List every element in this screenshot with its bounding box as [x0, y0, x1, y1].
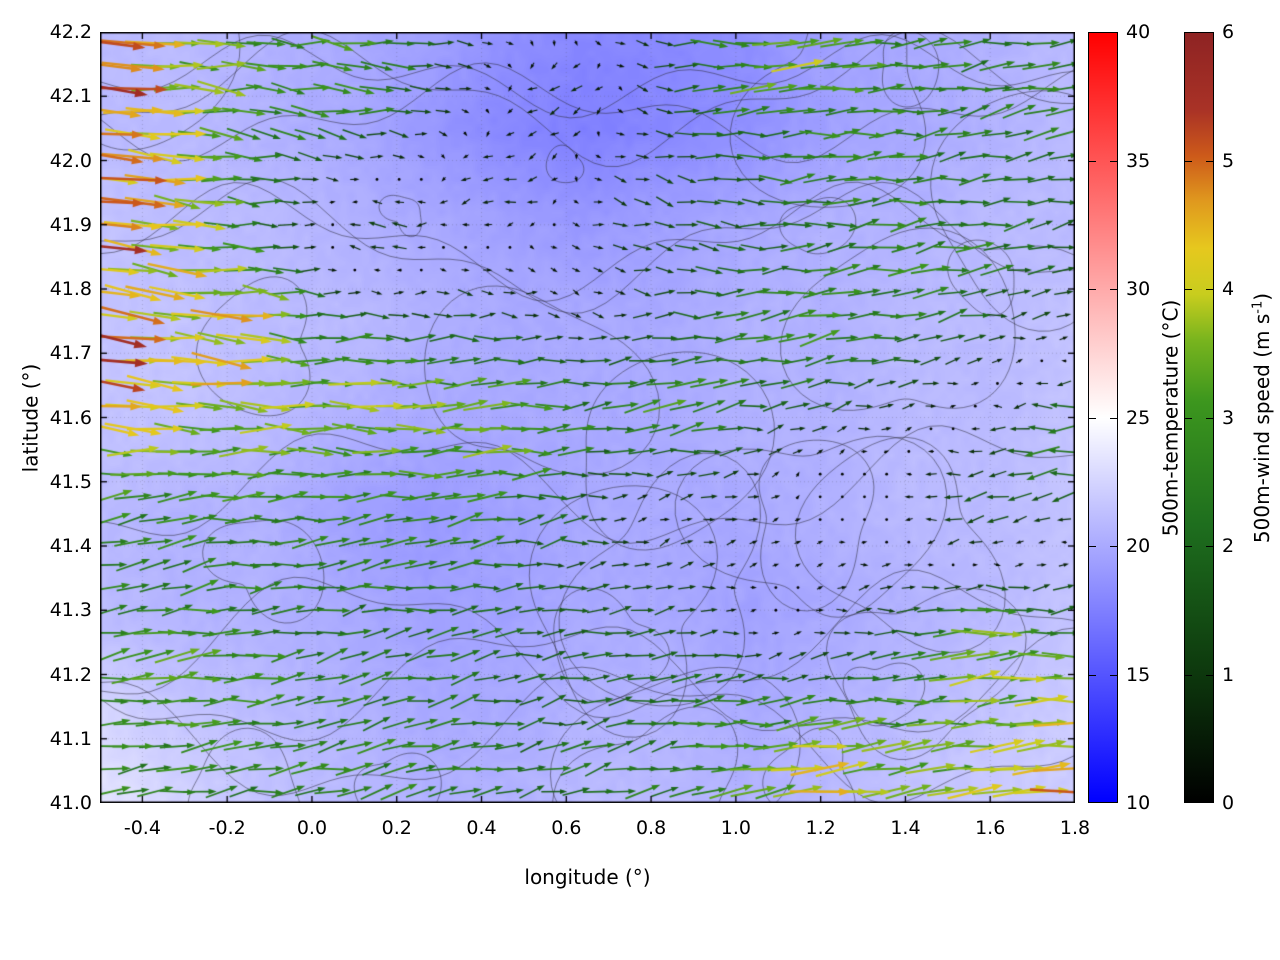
x-axis-label: longitude (°) — [524, 865, 651, 889]
y-tick-label: 41.3 — [49, 599, 92, 622]
colorbar-tick-mark — [1110, 289, 1117, 290]
windspeed-colorbar-label: 500m-wind speed (m s-1) — [1245, 32, 1274, 803]
colorbar-tick-label: 10 — [1126, 792, 1151, 814]
x-tick-label: 1.0 — [720, 817, 751, 839]
windspeed-label-superscript: -1 — [1250, 300, 1265, 314]
colorbar-tick-mark — [1185, 546, 1192, 547]
colorbar-tick-mark — [1110, 674, 1117, 676]
colorbar-tick-label: 35 — [1126, 149, 1151, 172]
colorbar-tick-label: 15 — [1126, 663, 1151, 686]
y-tick-label: 41.1 — [49, 727, 92, 750]
colorbar-tick-mark — [1206, 289, 1213, 290]
temperature-colorbar-label: 500m-temperature (°C) — [1158, 299, 1182, 536]
windspeed-label-prefix: 500m-wind speed (m s — [1249, 313, 1274, 543]
plot-canvas — [100, 32, 1075, 803]
colorbar-tick-mark — [1185, 417, 1192, 419]
x-tick-label: 1.8 — [1059, 817, 1091, 839]
y-tick-label: 41.7 — [49, 342, 92, 365]
y-axis-label: latitude (°) — [18, 363, 42, 472]
y-tick-label: 41.5 — [49, 470, 92, 493]
colorbar-tick-mark — [1206, 160, 1213, 162]
colorbar-tick-mark — [1206, 674, 1213, 676]
colorbar-tick-label: 20 — [1126, 535, 1151, 557]
x-tick-label: 0.4 — [466, 817, 497, 839]
y-tick-label: 42.0 — [49, 149, 92, 172]
colorbar-tick-mark — [1089, 417, 1096, 419]
colorbar-tick-label: 4 — [1222, 278, 1235, 300]
colorbar-tick-label: 0 — [1222, 792, 1235, 814]
y-tick-label: 41.8 — [49, 278, 92, 300]
colorbar-tick-mark — [1206, 417, 1213, 419]
colorbar-tick-mark — [1185, 674, 1192, 676]
colorbar-tick-label: 5 — [1222, 149, 1235, 172]
y-tick-label: 41.9 — [49, 213, 92, 236]
colorbar-tick-mark — [1089, 546, 1096, 547]
colorbar-tick-mark — [1110, 160, 1117, 162]
x-tick-label: -0.2 — [208, 817, 246, 839]
x-tick-label: 0.2 — [381, 817, 412, 839]
x-tick-label: 0.6 — [551, 817, 582, 839]
x-tick-label: 1.2 — [805, 817, 836, 839]
x-tick-label: 1.4 — [890, 817, 921, 839]
colorbar-tick-label: 6 — [1222, 21, 1235, 43]
colorbar-tick-mark — [1089, 674, 1096, 676]
colorbar-tick-label: 1 — [1222, 663, 1235, 686]
colorbar-tick-label: 2 — [1222, 535, 1235, 557]
colorbar-tick-mark — [1185, 289, 1192, 290]
windspeed-label-suffix: ) — [1249, 292, 1274, 301]
colorbar-tick-mark — [1206, 546, 1213, 547]
colorbar-tick-mark — [1110, 417, 1117, 419]
y-tick-label: 41.4 — [49, 535, 92, 557]
x-tick-label: -0.4 — [123, 817, 161, 839]
y-tick-label: 41.2 — [49, 663, 92, 686]
colorbar-tick-label: 3 — [1222, 406, 1235, 429]
colorbar-tick-label: 30 — [1126, 278, 1151, 300]
y-tick-label: 42.1 — [49, 85, 92, 108]
colorbar-tick-mark — [1089, 160, 1096, 162]
colorbar-tick-mark — [1110, 546, 1117, 547]
colorbar-tick-mark — [1185, 160, 1192, 162]
x-tick-label: 1.6 — [975, 817, 1006, 839]
y-tick-label: 41.6 — [49, 406, 92, 429]
y-tick-label: 42.2 — [49, 21, 92, 43]
y-tick-label: 41.0 — [49, 792, 92, 814]
x-tick-label: 0.8 — [635, 817, 667, 839]
colorbar-tick-label: 40 — [1126, 21, 1151, 43]
colorbar-tick-label: 25 — [1126, 406, 1151, 429]
x-tick-label: 0.0 — [296, 817, 328, 839]
colorbar-tick-mark — [1089, 289, 1096, 290]
